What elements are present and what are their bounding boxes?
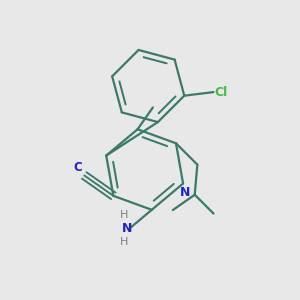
Text: H: H (120, 237, 128, 247)
Text: C: C (74, 161, 82, 174)
Text: H: H (120, 210, 128, 220)
Text: Cl: Cl (214, 85, 228, 99)
Text: N: N (180, 186, 190, 200)
Text: N: N (122, 222, 132, 235)
